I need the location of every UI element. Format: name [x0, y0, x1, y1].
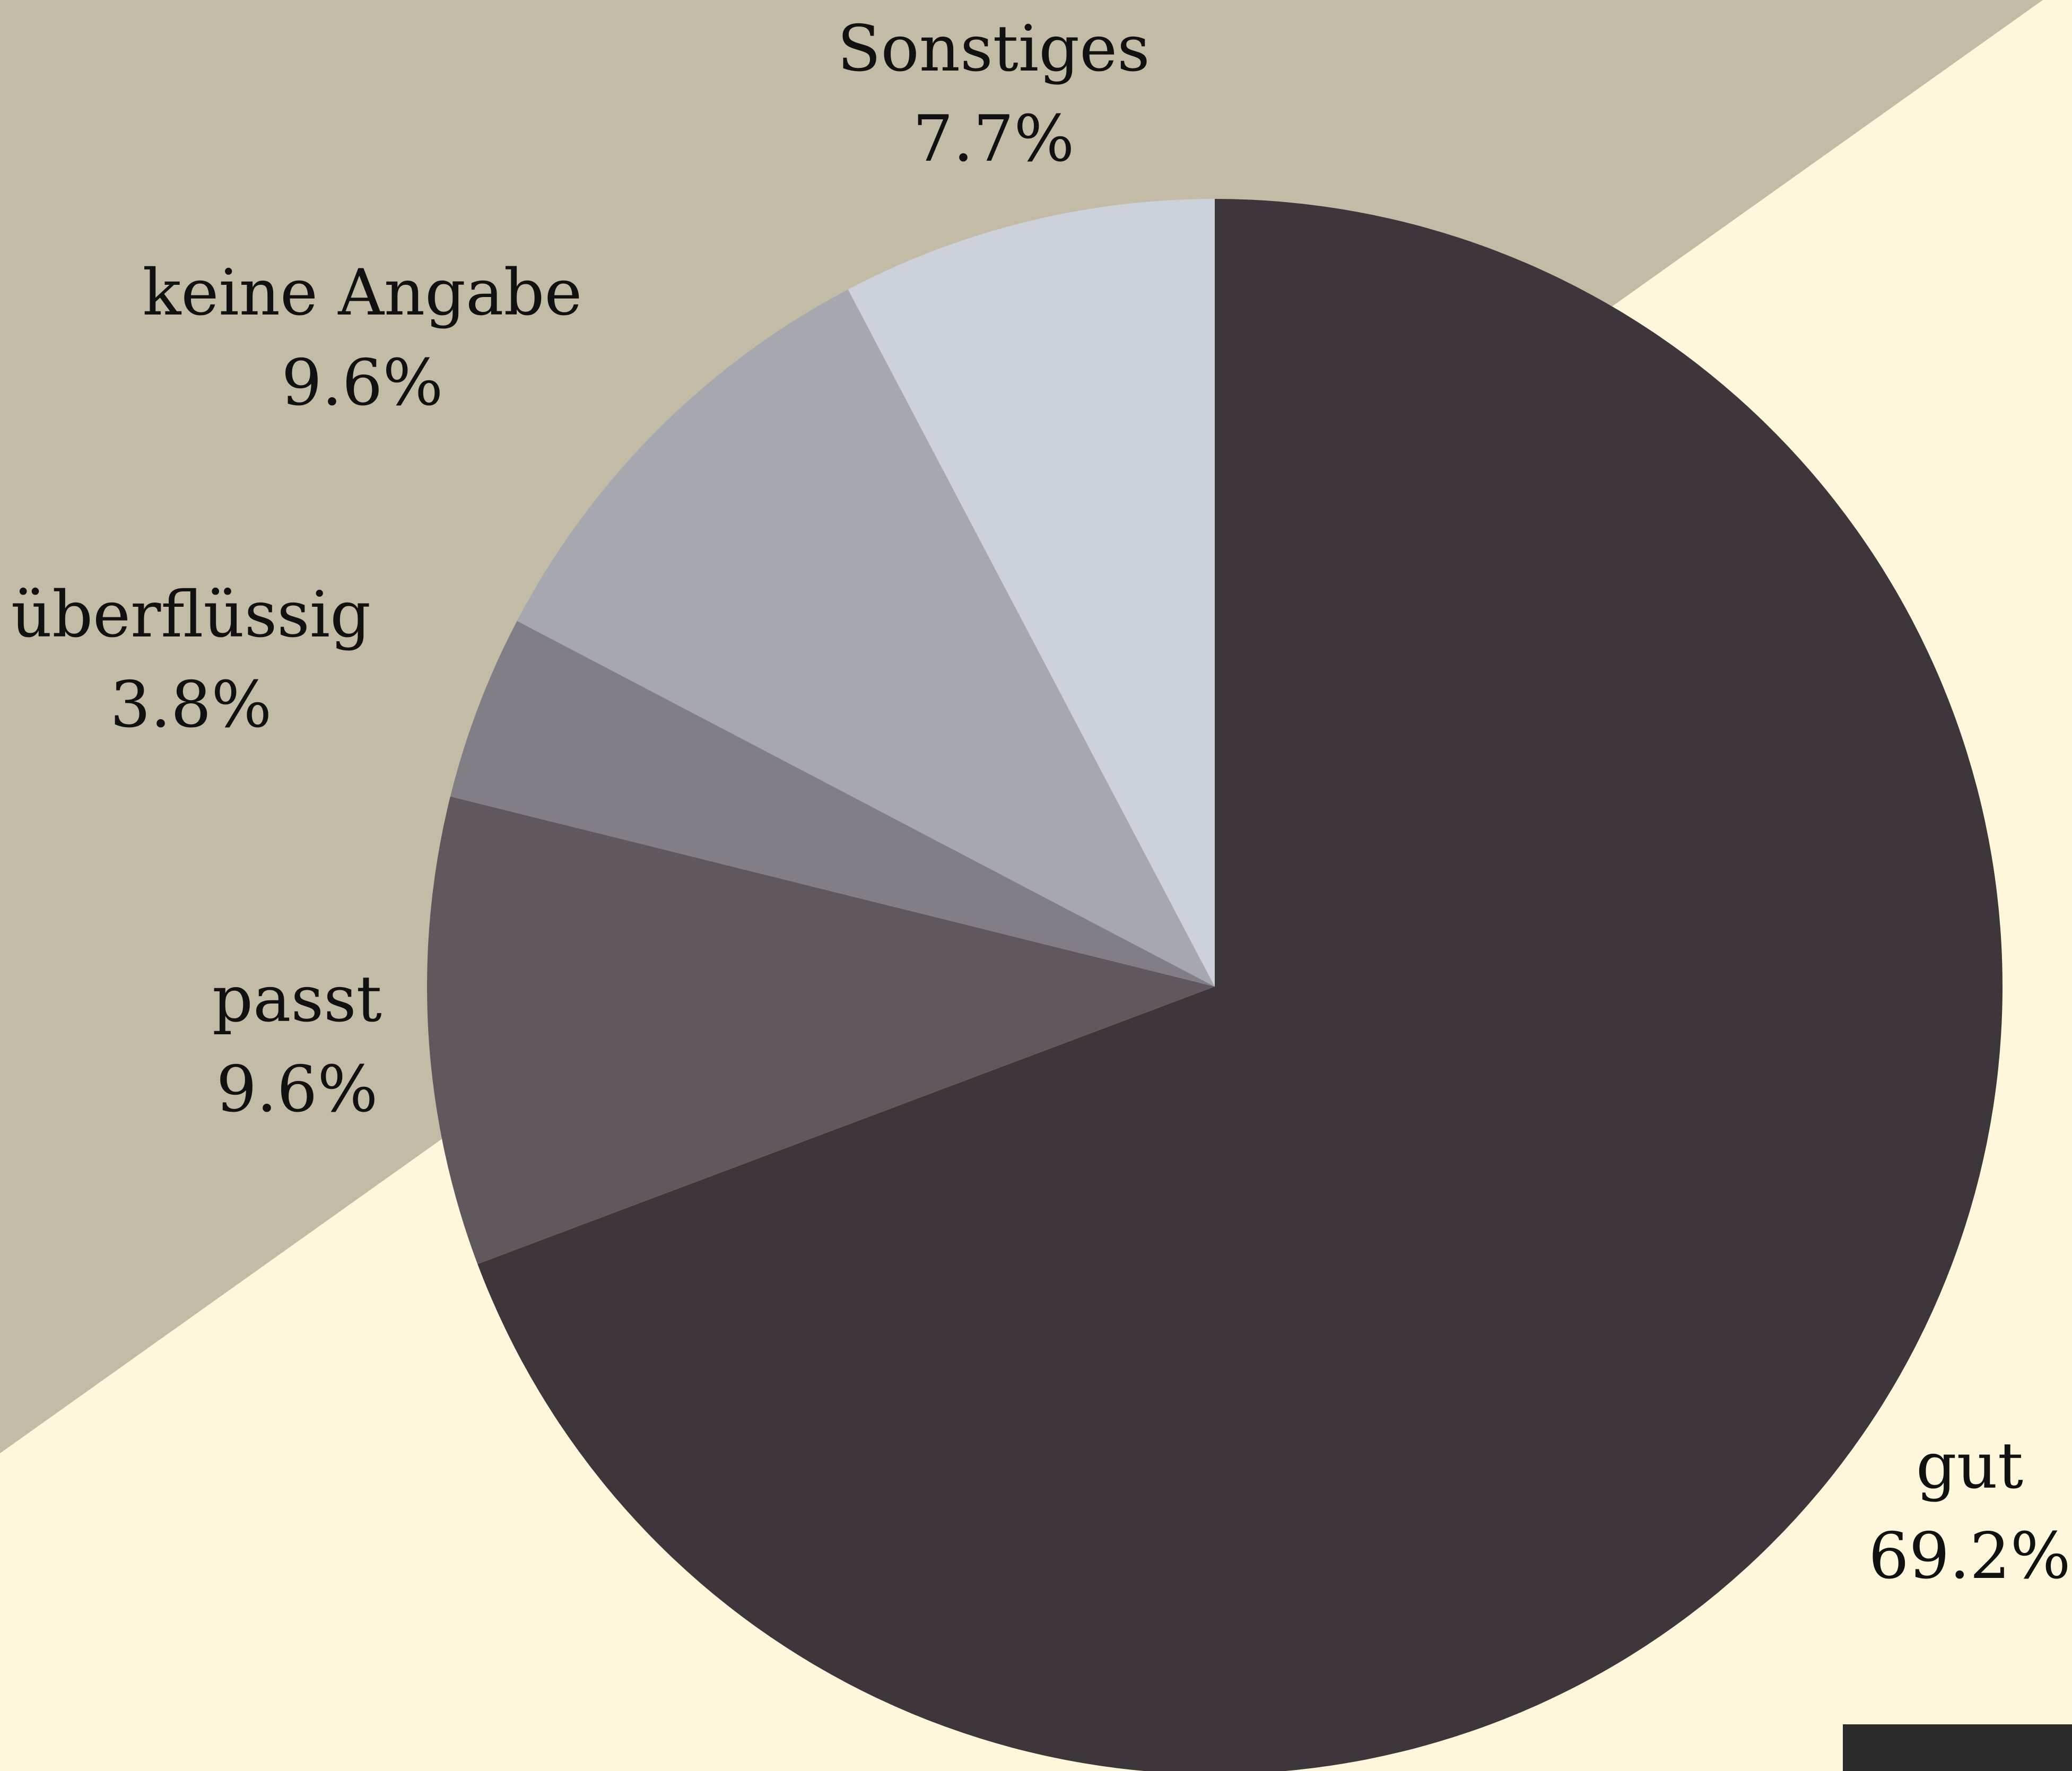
pie-slice-überflüssig [450, 621, 1215, 987]
slice-label-name: Sonstiges [837, 12, 1150, 86]
slice-label-ueberfluessig: überflüssig 3.8% [11, 570, 371, 751]
slice-label-name: gut [1916, 1429, 2024, 1503]
slice-label-name: überflüssig [11, 578, 371, 652]
pie-slice-passt [427, 796, 1215, 1264]
slice-label-name: passt [212, 963, 382, 1036]
slice-label-keine-angabe: keine Angabe 9.6% [143, 248, 582, 429]
slice-label-value: 9.6% [216, 1053, 378, 1127]
slice-label-value: 3.8% [110, 668, 272, 743]
slice-label-value: 69.2% [1868, 1520, 2071, 1594]
corner-block [1843, 1724, 2072, 1771]
slice-label-sonstiges: Sonstiges 7.7% [837, 4, 1150, 185]
slice-label-value: 7.7% [912, 102, 1075, 177]
slice-label-name: keine Angabe [142, 256, 582, 330]
pie-slice-gut [477, 199, 2003, 1771]
slice-label-gut: gut 69.2% [1868, 1421, 2070, 1602]
pie-slice-sonstiges [848, 199, 1215, 987]
pie-slice-keine-angabe [517, 289, 1215, 987]
pie-slices [427, 199, 2003, 1771]
slice-label-passt: passt 9.6% [212, 955, 382, 1136]
slice-label-value: 9.6% [281, 346, 443, 421]
